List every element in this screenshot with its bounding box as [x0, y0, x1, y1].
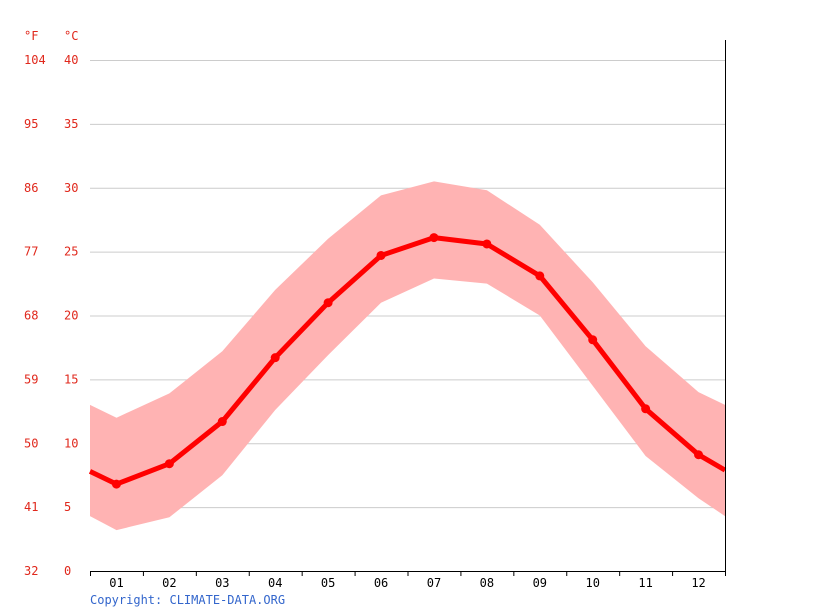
data-points: [111, 233, 704, 489]
y-tick-label-fahrenheit: 32: [24, 564, 38, 578]
y-tick-label-fahrenheit: 59: [24, 372, 38, 386]
y-tick-label-fahrenheit: 50: [24, 436, 38, 450]
x-tick-label: 12: [691, 576, 705, 590]
x-tick-label: 01: [109, 576, 123, 590]
celsius-unit-label: °C: [64, 29, 78, 43]
fahrenheit-unit-label: °F: [24, 29, 38, 43]
y-tick-label-celsius: 30: [64, 181, 78, 195]
x-tick-label: 05: [321, 576, 335, 590]
y-tick-label-fahrenheit: 95: [24, 117, 38, 131]
data-point-03: [217, 417, 227, 427]
data-point-08: [482, 239, 492, 249]
y-tick-label-fahrenheit: 41: [24, 500, 38, 514]
y-tick-label-celsius: 10: [64, 436, 78, 450]
x-tick-label: 06: [374, 576, 388, 590]
data-point-09: [535, 271, 545, 281]
y-tick-label-celsius: 40: [64, 53, 78, 67]
data-point-11: [641, 404, 651, 414]
mean-temperature-line: [88, 235, 727, 487]
temperature-range-band: [90, 181, 725, 531]
x-tick-label: 10: [585, 576, 599, 590]
mean-line-path: [88, 235, 727, 487]
y-tick-label-celsius: 0: [64, 564, 71, 578]
data-point-10: [588, 335, 598, 345]
y-tick-label-celsius: 15: [64, 372, 78, 386]
data-point-02: [164, 459, 174, 469]
data-point-06: [376, 250, 386, 260]
x-tick-label: 09: [533, 576, 547, 590]
data-point-12: [694, 450, 704, 460]
range-band-area: [90, 181, 725, 531]
y-tick-label-fahrenheit: 104: [24, 53, 46, 67]
axes: [90, 40, 726, 576]
x-tick-label: 04: [268, 576, 282, 590]
y-tick-label-celsius: 35: [64, 117, 78, 131]
x-tick-label: 07: [427, 576, 441, 590]
y-tick-label-fahrenheit: 77: [24, 245, 38, 259]
data-point-01: [111, 479, 121, 489]
x-tick-label: 03: [215, 576, 229, 590]
copyright-link[interactable]: Copyright: CLIMATE-DATA.ORG: [90, 593, 286, 607]
x-tick-label: 02: [162, 576, 176, 590]
y-tick-label-fahrenheit: 86: [24, 181, 38, 195]
data-point-04: [270, 353, 280, 363]
data-point-05: [323, 298, 333, 308]
y-tick-label-celsius: 5: [64, 500, 71, 514]
y-tick-label-celsius: 25: [64, 245, 78, 259]
y-tick-label-fahrenheit: 68: [24, 309, 38, 323]
axis-labels: 01 02 03 04 05 06 07 08 09 10 11 12°F °C32 041 550 1059…: [24, 29, 706, 590]
y-tick-label-celsius: 20: [64, 309, 78, 323]
data-point-07: [429, 233, 439, 243]
x-tick-label: 11: [638, 576, 652, 590]
x-tick-label: 08: [480, 576, 494, 590]
